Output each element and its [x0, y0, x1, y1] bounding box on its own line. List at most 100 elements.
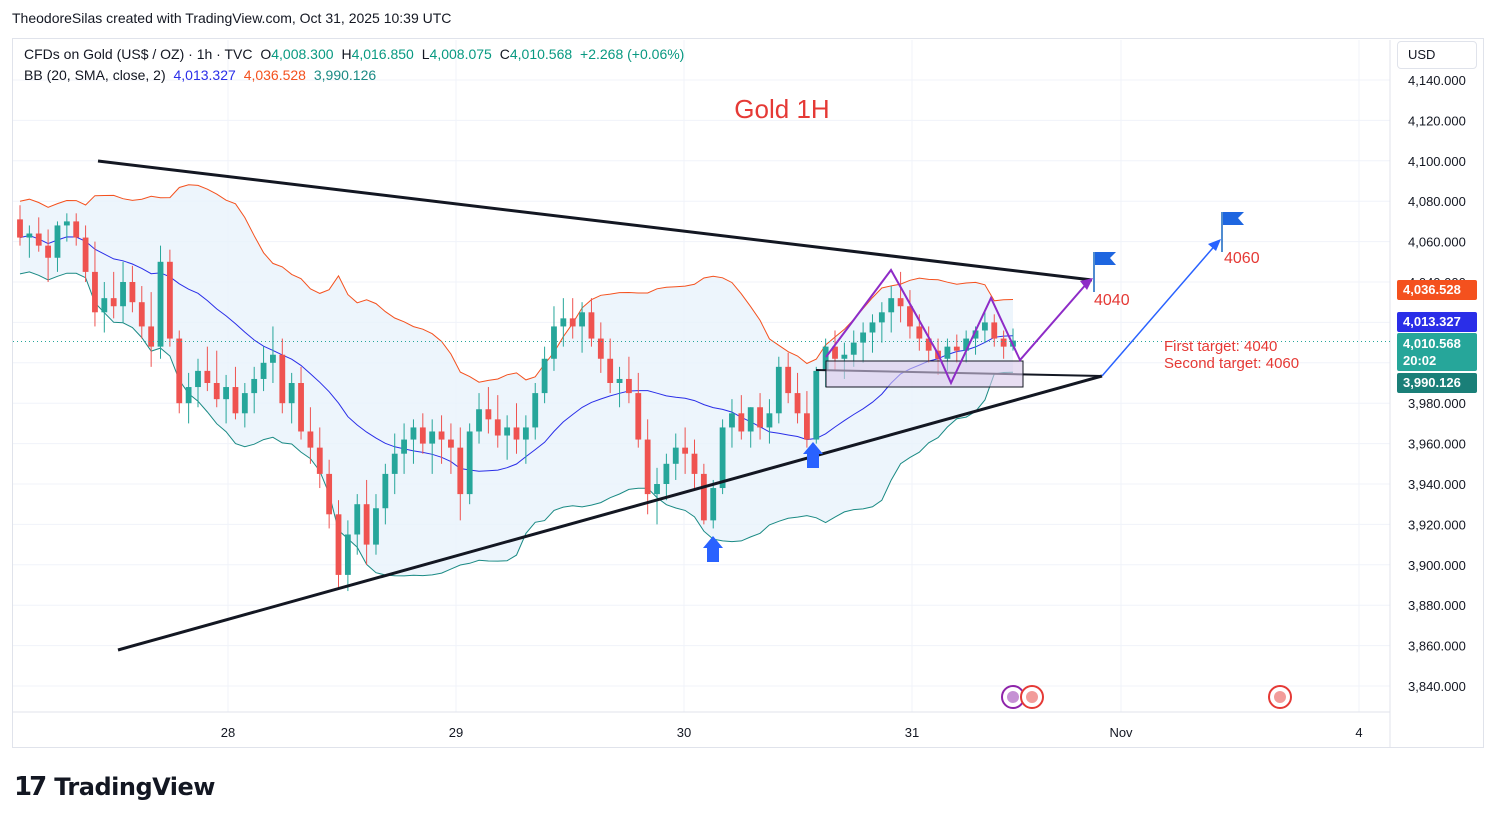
chart-frame[interactable]: [12, 38, 1484, 748]
candle-body: [541, 358, 548, 394]
candle-body: [635, 393, 642, 440]
candle-body: [579, 312, 585, 327]
candle-body: [494, 419, 501, 436]
candle-body: [241, 393, 248, 414]
candle-body: [410, 427, 417, 440]
y-tick-label: 3,960.000: [1408, 437, 1466, 452]
x-tick-label: 28: [221, 725, 235, 740]
candle-body: [260, 362, 267, 379]
economic-event-icon-inner: [1274, 691, 1286, 703]
candle-body: [682, 447, 689, 454]
candle-body: [953, 346, 960, 351]
close-label: C: [499, 46, 510, 62]
buy-arrow-icon: [803, 442, 823, 468]
candle-body: [719, 427, 726, 489]
candle-body: [129, 282, 136, 303]
candle-body: [916, 326, 923, 339]
tradingview-logo[interactable]: 17 TradingView: [14, 772, 215, 802]
candle-body: [457, 447, 464, 495]
candle-body: [841, 354, 848, 359]
candle-body: [363, 504, 370, 545]
candle-body: [138, 302, 145, 327]
candle-body: [972, 330, 979, 339]
candle-body: [729, 413, 735, 428]
bb-background-fill: [20, 184, 1013, 576]
chart-author: TheodoreSilas created with TradingView.c…: [12, 10, 452, 26]
candle-body: [382, 473, 389, 509]
bb-info-line[interactable]: BB (20, SMA, close, 2) 4,013.327 4,036.5…: [24, 67, 380, 83]
candle-body: [560, 318, 567, 327]
candle-body: [925, 338, 932, 351]
projection-line: [1101, 241, 1219, 377]
candle-body: [897, 298, 904, 307]
candle-body: [429, 431, 436, 444]
projection-arrowhead: [1208, 239, 1221, 251]
candle-body: [785, 366, 792, 394]
candle-body: [672, 447, 679, 464]
currency-button[interactable]: USD: [1397, 41, 1477, 69]
candle-body: [373, 508, 379, 545]
x-tick-label: 4: [1355, 725, 1362, 740]
candle-body: [747, 407, 754, 432]
target-2-label: 4060: [1224, 250, 1260, 267]
candle-body: [270, 354, 276, 363]
candle-body: [279, 354, 286, 404]
y-tick-label: 4,140.000: [1408, 73, 1466, 88]
candle-body: [26, 233, 33, 238]
candle-body: [607, 358, 614, 383]
y-tick-label: 3,940.000: [1408, 477, 1466, 492]
candle-body: [504, 427, 511, 436]
candle-body: [775, 366, 782, 414]
bb-basis-line: [19, 234, 1014, 472]
symbol-info-line: CFDs on Gold (US$ / OZ) · 1h · TVC O4,00…: [24, 46, 688, 62]
last-price-value: 4,010.568: [1403, 336, 1461, 351]
candle-body: [298, 383, 304, 432]
candle-body: [54, 225, 61, 258]
high-label: H: [341, 46, 352, 62]
bb-basis-value: 4,013.327: [173, 67, 236, 83]
candle-body: [110, 298, 117, 307]
candle-body: [232, 387, 239, 414]
candle-body: [166, 261, 173, 339]
candle-body: [419, 427, 426, 444]
y-tick-label: 3,980.000: [1408, 396, 1466, 411]
candle-body: [73, 221, 80, 238]
candle-body: [860, 332, 867, 343]
candle-body: [101, 298, 108, 313]
upper-band-price-tag: 4,036.528: [1397, 280, 1477, 300]
candle-body: [391, 453, 398, 474]
low-label: L: [421, 46, 430, 62]
candle-body: [176, 338, 183, 404]
candle-body: [288, 383, 295, 404]
candle-body: [551, 326, 557, 359]
candle-body: [45, 245, 52, 258]
candle-body: [794, 393, 801, 414]
candle-body: [532, 393, 539, 428]
candle-body: [223, 387, 229, 400]
last-price-tag: 4,010.568 20:02: [1397, 333, 1477, 371]
candle-body: [878, 312, 885, 323]
economic-event-icon-inner: [1007, 691, 1019, 703]
candle-body: [869, 322, 876, 333]
candle-body: [335, 514, 342, 575]
target-flag-icon: [1223, 212, 1244, 225]
candle-body: [654, 484, 660, 495]
open-label: O: [260, 46, 272, 62]
candle-body: [663, 463, 670, 484]
consolidation-box: [825, 360, 1024, 388]
tradingview-wordmark: TradingView: [54, 773, 215, 801]
candle-body: [963, 338, 970, 351]
countdown-value: 20:02: [1403, 353, 1437, 368]
candle-body: [157, 261, 164, 347]
basis-price-tag: 4,013.327: [1397, 312, 1477, 332]
candle-body: [888, 298, 895, 313]
candle-body: [813, 370, 820, 440]
tradingview-logo-icon: 17: [14, 772, 47, 802]
candle-body: [185, 387, 192, 404]
change-value: +2.268 (+0.06%): [580, 46, 685, 62]
pattern-arrowhead: [1080, 278, 1093, 290]
candle-body: [35, 233, 42, 246]
candle-body: [850, 342, 857, 355]
y-tick-label: 3,880.000: [1408, 598, 1466, 613]
